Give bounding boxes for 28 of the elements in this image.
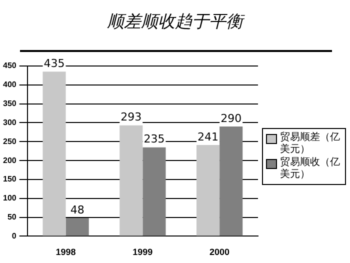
data-label: 48	[70, 203, 84, 216]
y-tick-label: 350	[2, 99, 17, 108]
y-tick-label: 100	[2, 194, 17, 203]
data-label: 235	[144, 132, 165, 146]
data-label: 290	[220, 112, 242, 125]
y-tick-label: 250	[2, 136, 17, 146]
bar	[120, 125, 143, 236]
x-tick-label: 1998	[56, 247, 76, 258]
x-tick-label: 1999	[132, 247, 153, 258]
x-tick-label: 2000	[210, 247, 230, 258]
data-label: 241	[198, 130, 219, 144]
bar	[66, 218, 89, 236]
legend-label: 贸易顺差（亿美元）	[280, 132, 341, 156]
y-tick-label: 400	[2, 80, 17, 90]
legend-label: 贸易顺收（亿美元）	[280, 157, 341, 181]
y-tick-label: 200	[2, 156, 17, 165]
y-tick-label: 300	[2, 118, 17, 127]
y-tick-label: 150	[2, 174, 17, 184]
chart-title: 顺差顺收趋于平衡	[106, 11, 246, 33]
bar	[220, 126, 243, 236]
y-tick-label: 50	[7, 212, 17, 222]
bar	[142, 147, 166, 236]
y-tick-label: 450	[2, 61, 17, 70]
data-label: 293	[120, 110, 142, 124]
bar	[42, 72, 66, 236]
data-label: 435	[44, 57, 65, 70]
bar	[196, 145, 220, 236]
y-tick-label: 0	[12, 231, 17, 240]
